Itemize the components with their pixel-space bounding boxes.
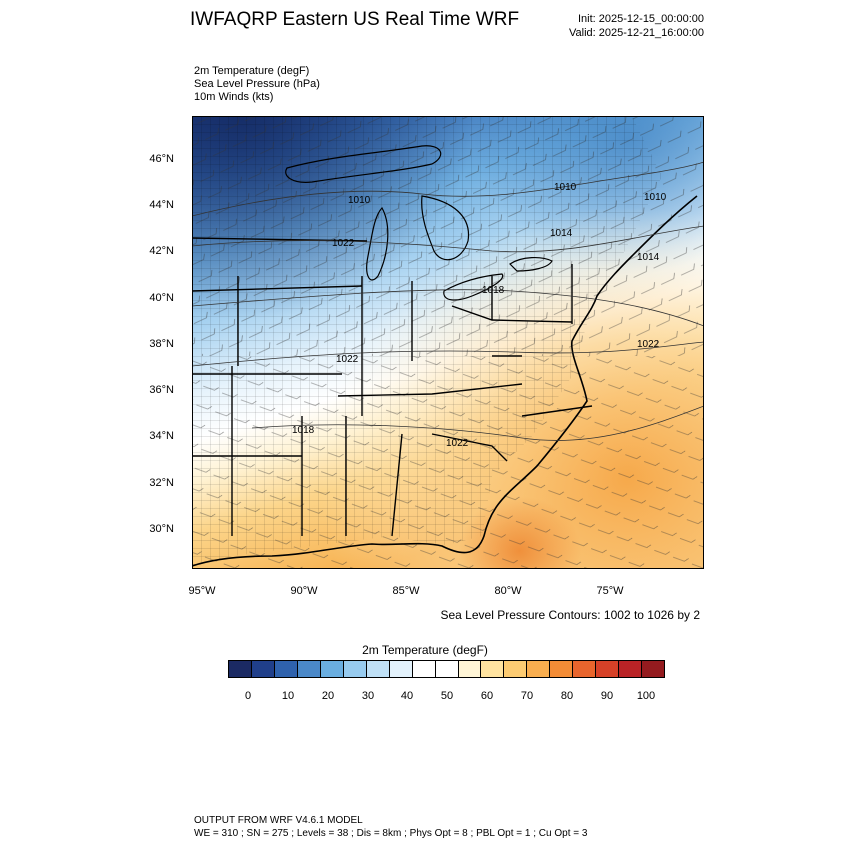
lat-label: 46°N [149,153,174,165]
colorbar-tick-label: 60 [480,690,494,702]
colorbar-swatch [641,661,665,677]
isobar-label: 1010 [348,195,371,206]
lat-label: 34°N [149,430,174,442]
colorbar-swatch [595,661,619,677]
colorbar-tick-label: 10 [281,690,295,702]
map-frame [192,116,704,569]
colorbar-swatch [526,661,550,677]
wind-barbs-south [192,356,704,569]
colorbar-tick-label: 20 [321,690,335,702]
lat-label: 40°N [149,292,174,304]
colorbar-swatch [342,661,366,677]
lat-label: 30°N [149,523,174,535]
lake-superior [285,145,442,183]
colorbar-tick-label: 30 [361,690,375,702]
isobar-label: 1022 [332,238,355,249]
isobar-label: 1018 [482,285,505,296]
lat-label: 38°N [149,338,174,350]
lake-huron [421,195,470,261]
model-footer-line-1: OUTPUT FROM WRF V4.6.1 MODEL [194,815,363,826]
isobar-label: 1010 [644,192,667,203]
colorbar-swatch [273,661,297,677]
field-label-winds: 10m Winds (kts) [194,91,274,103]
field-label-pressure: Sea Level Pressure (hPa) [194,78,320,90]
field-label-temperature: 2m Temperature (degF) [194,65,310,77]
colorbar-swatch [457,661,481,677]
weather-map: 1010 1010 1014 1010 1014 1022 1018 1022 … [192,116,704,569]
colorbar-tick-label: 80 [560,690,574,702]
colorbar-swatch [434,661,458,677]
colorbar-swatch [296,661,320,677]
colorbar-tick-label: 50 [440,690,454,702]
lake-michigan [366,207,389,281]
lon-label: 75°W [596,585,624,597]
model-footer-line-2: WE = 310 ; SN = 275 ; Levels = 38 ; Dis … [194,828,588,839]
state-borders [192,237,593,537]
colorbar-swatch [618,661,642,677]
colorbar-swatch [480,661,504,677]
plot-title: IWFAQRP Eastern US Real Time WRF [190,9,520,30]
init-time: Init: 2025-12-15_00:00:00 [578,13,704,25]
lat-label: 36°N [149,384,174,396]
valid-time: Valid: 2025-12-21_16:00:00 [569,27,704,39]
isobar-label: 1010 [554,182,577,193]
lat-label: 32°N [149,477,174,489]
great-lakes [285,145,553,301]
colorbar-swatch [549,661,573,677]
colorbar-tick-label: 90 [600,690,614,702]
colorbar-swatch [365,661,389,677]
isobar-label: 1014 [637,252,660,263]
coastline [192,195,698,567]
isobar-label: 1022 [637,339,660,350]
lon-label: 80°W [494,585,522,597]
isobar-label: 1022 [446,438,469,449]
lon-label: 95°W [188,585,216,597]
colorbar-tick-label: 40 [400,690,414,702]
colorbar-tick-label: 0 [244,690,252,702]
colorbar-swatch [503,661,527,677]
isobar-label: 1022 [336,354,359,365]
colorbar-swatch [388,661,412,677]
isobar-label: 1018 [292,425,315,436]
isobar-labels: 1010 1010 1014 1010 1014 1022 1018 1022 … [292,182,667,449]
lake-erie [443,273,504,301]
isobars [192,161,704,441]
colorbar-tick-label: 100 [636,690,656,702]
lon-label: 85°W [392,585,420,597]
lat-label: 44°N [149,199,174,211]
colorbar-swatch [411,661,435,677]
colorbar-title: 2m Temperature (degF) [362,643,488,657]
lake-ontario [509,257,553,272]
colorbar-swatch [250,661,274,677]
lon-label: 90°W [290,585,318,597]
colorbar-swatch [319,661,343,677]
slp-contour-note: Sea Level Pressure Contours: 1002 to 102… [440,608,701,622]
colorbar-tick-label: 70 [520,690,534,702]
isobar-label: 1014 [550,228,573,239]
colorbar [228,660,665,678]
wind-barbs-north [192,116,704,356]
colorbar-swatch [572,661,596,677]
colorbar-swatch [229,661,251,677]
lat-label: 42°N [149,245,174,257]
